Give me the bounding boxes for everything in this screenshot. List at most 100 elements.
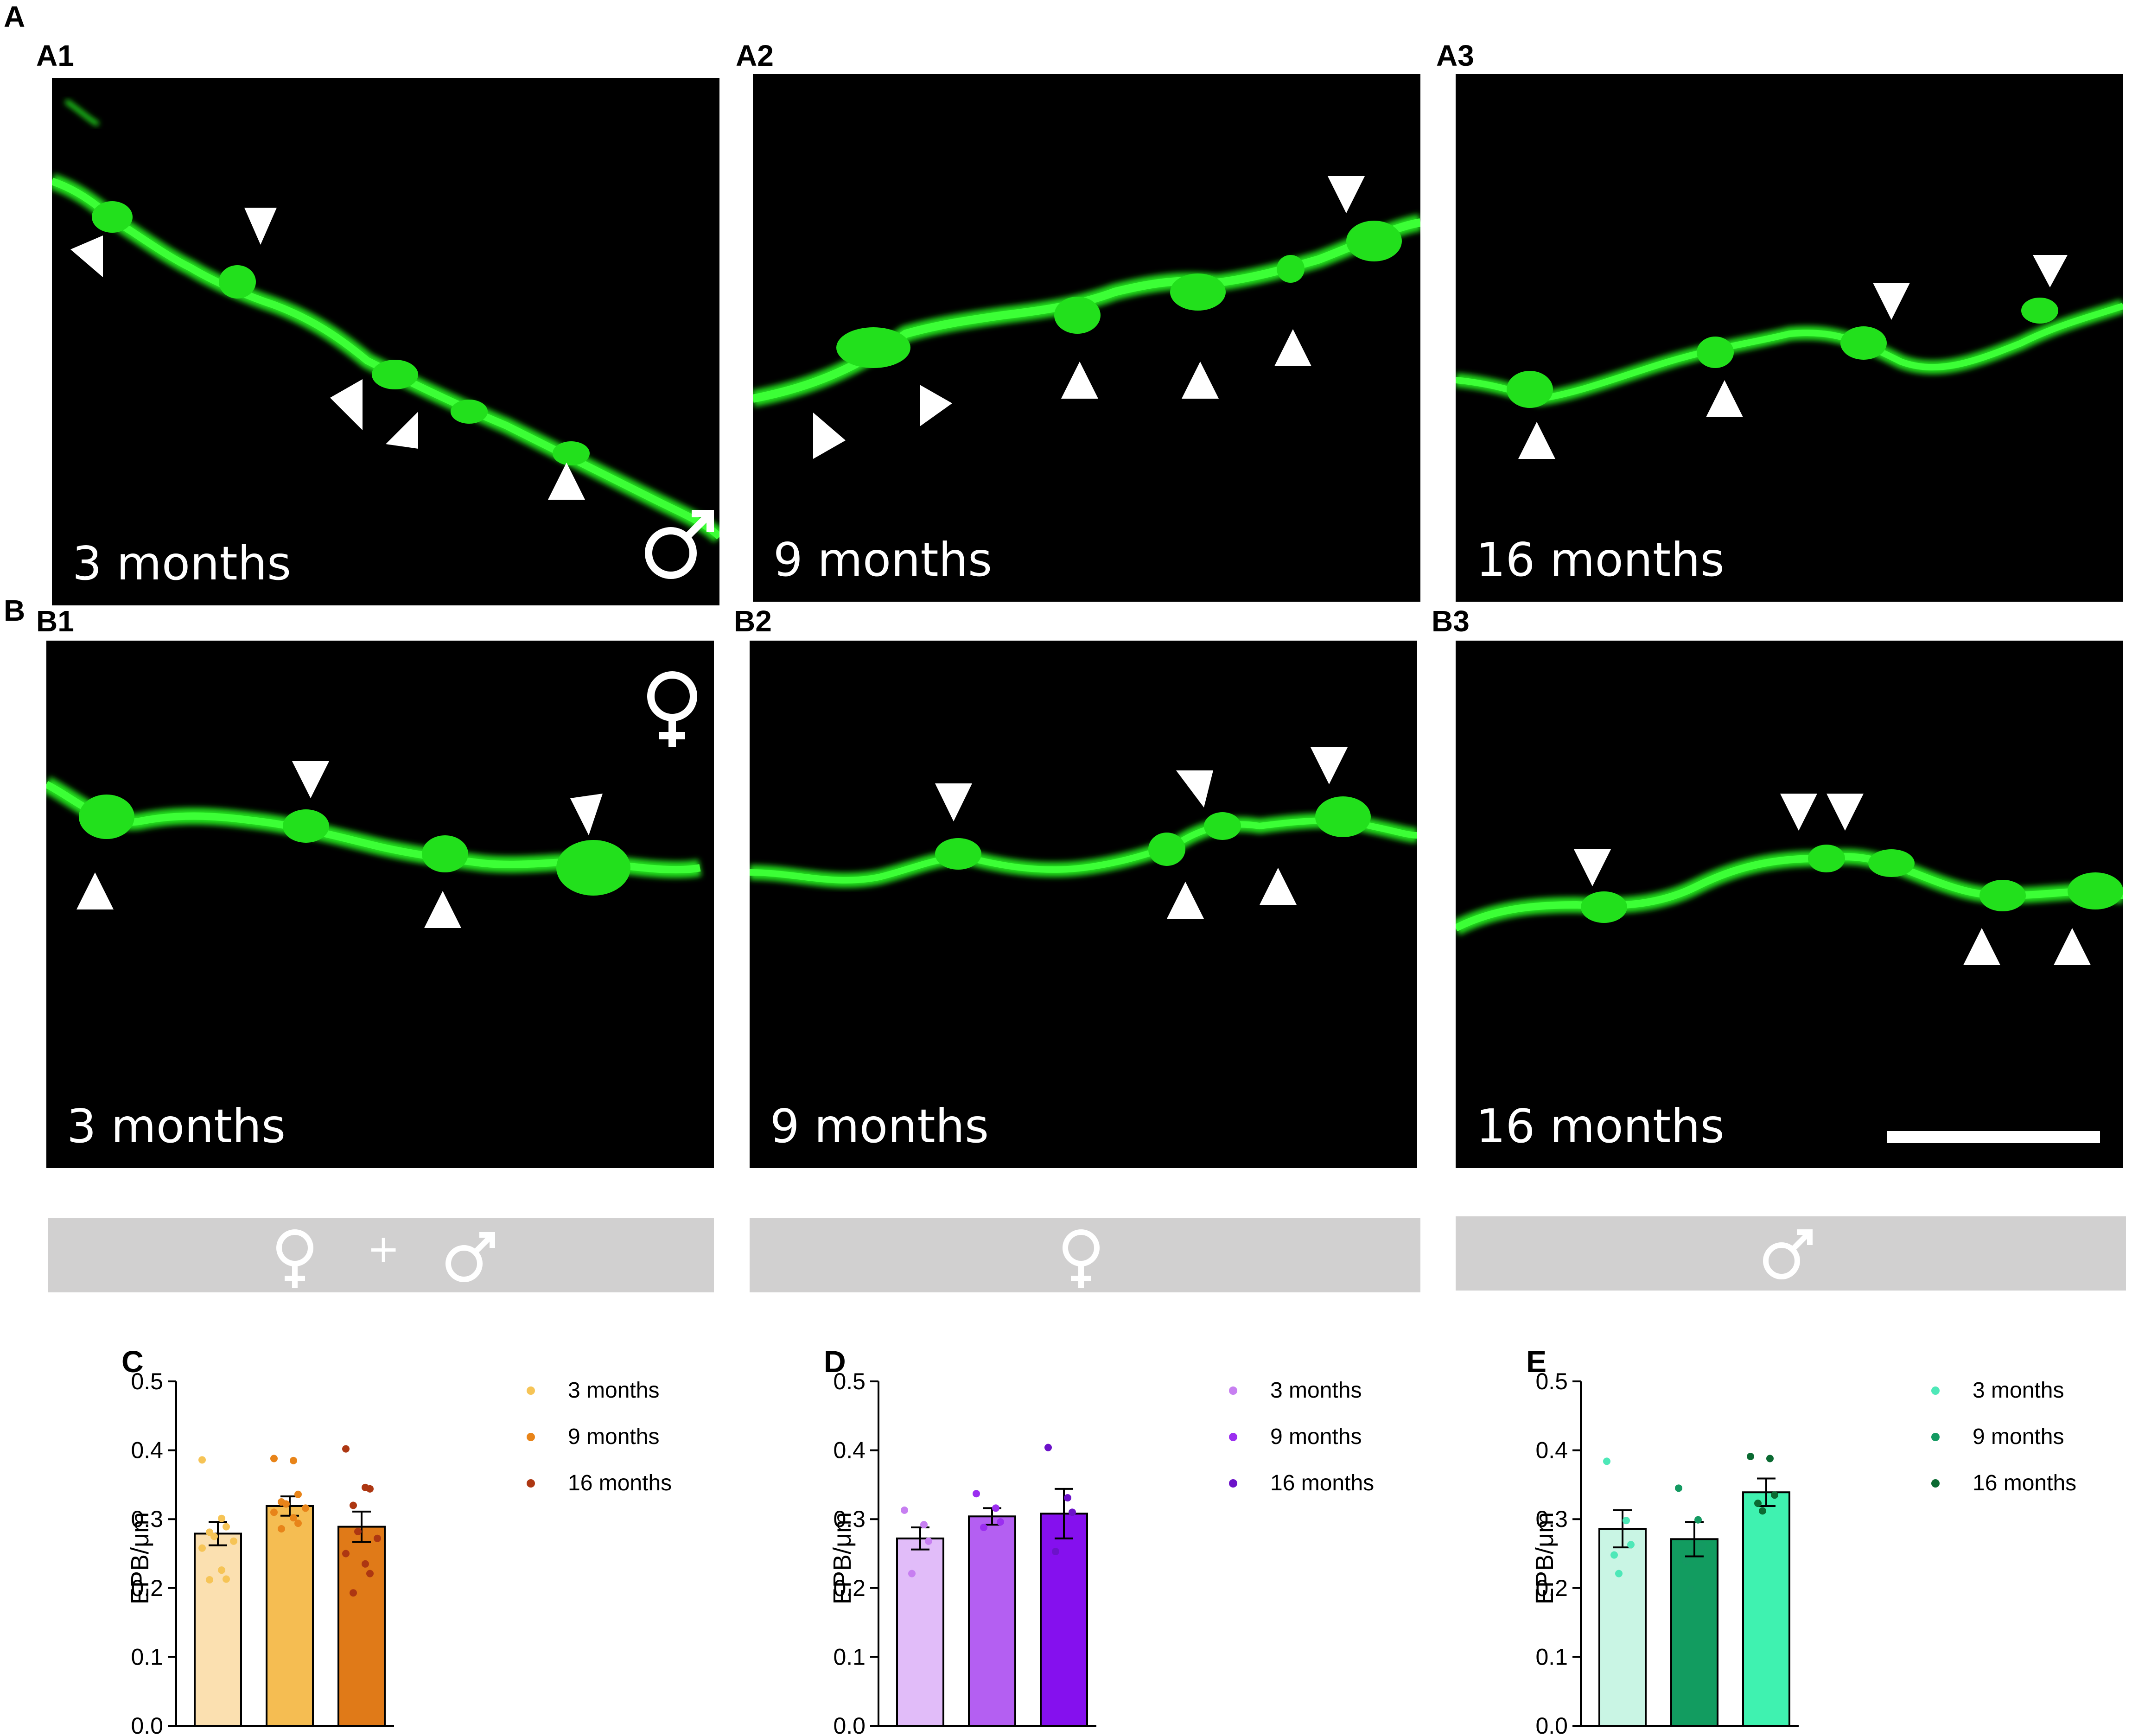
data-point bbox=[1615, 1570, 1623, 1577]
bouton bbox=[1204, 812, 1241, 840]
y-axis-label: EPB/μm bbox=[1531, 1512, 1559, 1604]
bouton bbox=[1346, 221, 1402, 261]
legend-marker bbox=[527, 1479, 535, 1488]
data-point bbox=[198, 1456, 206, 1464]
micrograph-b1: 3 months bbox=[46, 641, 714, 1168]
panel-caption: 3 months bbox=[72, 536, 292, 591]
arrowhead-icon bbox=[1176, 770, 1213, 808]
data-point bbox=[997, 1518, 1004, 1526]
bar-chart-c: C 0.0 0.1 0.2 0.3 0.4 0.5 EPB/μm 3 months 9 month… bbox=[121, 1344, 672, 1736]
data-point bbox=[210, 1533, 218, 1540]
bar-9-months bbox=[1670, 1538, 1718, 1727]
axon-image-b2 bbox=[750, 747, 1417, 919]
micrograph-a3: 16 months bbox=[1456, 74, 2123, 602]
data-point bbox=[342, 1445, 350, 1453]
data-point bbox=[230, 1537, 237, 1545]
y-tick-label: 0.4 bbox=[1535, 1437, 1568, 1463]
data-point bbox=[1052, 1548, 1059, 1556]
data-point bbox=[218, 1566, 225, 1574]
bar-16-months bbox=[337, 1526, 386, 1727]
data-point bbox=[294, 1490, 302, 1498]
y-tick-label: 0.5 bbox=[1535, 1368, 1568, 1394]
data-point bbox=[920, 1521, 928, 1529]
data-point bbox=[223, 1523, 230, 1531]
arrowhead-icon bbox=[1574, 849, 1611, 886]
bouton bbox=[935, 838, 981, 870]
y-tick-label: 0.0 bbox=[1535, 1713, 1568, 1736]
legend-marker bbox=[527, 1386, 535, 1395]
y-tick-label: 0.4 bbox=[833, 1437, 866, 1463]
micrograph-b3: 16 months bbox=[1456, 641, 2123, 1168]
bouton bbox=[556, 840, 630, 896]
arrowhead-icon bbox=[570, 794, 603, 835]
arrowhead-icon bbox=[292, 761, 329, 798]
bouton bbox=[1868, 849, 1915, 877]
legend-label: 16 months bbox=[1270, 1471, 1374, 1495]
bouton bbox=[1581, 891, 1627, 923]
bar-3-months bbox=[1598, 1528, 1647, 1727]
y-tick-label: 0.1 bbox=[833, 1644, 866, 1670]
data-point bbox=[1069, 1508, 1076, 1516]
bouton bbox=[1277, 255, 1305, 283]
data-point bbox=[366, 1570, 374, 1577]
data-point bbox=[1627, 1541, 1635, 1549]
data-point bbox=[1675, 1484, 1682, 1492]
arrowhead-icon bbox=[76, 872, 114, 909]
panel-label-a2: A2 bbox=[736, 39, 774, 72]
bouton bbox=[553, 441, 590, 465]
data-point bbox=[374, 1534, 381, 1542]
data-point bbox=[1682, 1557, 1690, 1565]
data-point bbox=[1754, 1500, 1762, 1507]
legend-marker bbox=[527, 1433, 535, 1441]
y-tick-label: 0.3 bbox=[131, 1506, 163, 1532]
bouton bbox=[2021, 298, 2058, 324]
chart-panel-label: E bbox=[1526, 1344, 1546, 1379]
y-tick-label: 0.3 bbox=[1535, 1506, 1568, 1532]
data-point bbox=[980, 1524, 987, 1532]
data-point bbox=[1610, 1551, 1618, 1559]
y-axis-label: EPB/μm bbox=[126, 1512, 154, 1604]
y-tick-label: 0.5 bbox=[131, 1368, 163, 1394]
data-point bbox=[302, 1504, 309, 1512]
data-point bbox=[1699, 1542, 1706, 1550]
section-label-b: B bbox=[4, 594, 25, 627]
y-tick-label: 0.2 bbox=[833, 1575, 866, 1601]
panel-caption: 3 months bbox=[67, 1099, 286, 1153]
data-point bbox=[1771, 1491, 1778, 1499]
arrowhead-icon bbox=[330, 379, 363, 430]
legend-label: 9 months bbox=[1270, 1424, 1362, 1449]
data-point bbox=[1603, 1457, 1610, 1465]
data-point bbox=[908, 1570, 916, 1577]
bouton bbox=[2068, 872, 2123, 909]
axon-image-b3 bbox=[1456, 794, 2123, 1143]
axon-core bbox=[1456, 303, 2123, 402]
panel-label-a1: A1 bbox=[36, 39, 74, 72]
arrowhead-icon bbox=[1827, 794, 1864, 831]
data-point bbox=[992, 1504, 999, 1512]
y-tick-label: 0.4 bbox=[131, 1437, 163, 1463]
data-point bbox=[362, 1560, 369, 1568]
arrowhead-icon bbox=[2033, 255, 2068, 287]
data-point bbox=[270, 1508, 278, 1516]
arrowhead-icon bbox=[920, 385, 952, 426]
sex-bar-female bbox=[750, 1218, 1420, 1292]
male-symbol-icon bbox=[1763, 1229, 1813, 1279]
bouton bbox=[1507, 371, 1553, 408]
data-point bbox=[973, 1490, 980, 1498]
data-point bbox=[218, 1514, 225, 1522]
bouton bbox=[219, 265, 256, 299]
micrograph-a2: 9 months bbox=[753, 74, 1420, 602]
bar-9-months bbox=[968, 1515, 1016, 1727]
bar-chart-e: E 0.0 0.1 0.2 0.3 0.4 0.5 EPB/μm 3 months 9 month… bbox=[1526, 1344, 2076, 1736]
y-tick-label: 0.3 bbox=[833, 1506, 866, 1532]
bar-3-months bbox=[194, 1533, 242, 1727]
legend-marker bbox=[1931, 1386, 1940, 1395]
y-tick-label: 0.0 bbox=[833, 1713, 866, 1736]
bouton bbox=[1054, 297, 1101, 334]
bouton bbox=[79, 795, 134, 839]
bouton bbox=[422, 835, 468, 872]
data-point bbox=[290, 1514, 297, 1522]
legend-marker bbox=[1229, 1479, 1237, 1488]
y-tick-label: 0.1 bbox=[1535, 1644, 1568, 1670]
panel-label-b1: B1 bbox=[36, 604, 74, 638]
